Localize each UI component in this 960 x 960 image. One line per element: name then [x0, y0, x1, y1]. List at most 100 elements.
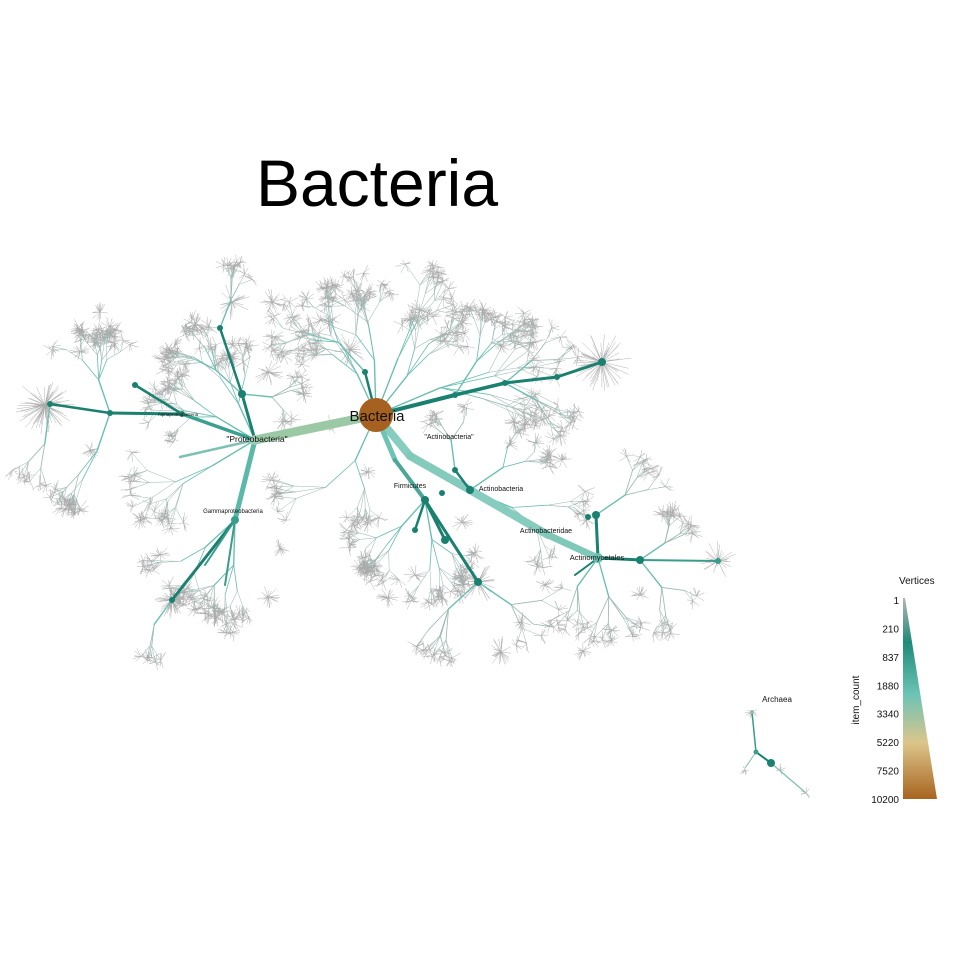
branch-edge: [194, 597, 204, 602]
leaf-edge: [229, 301, 233, 321]
leaf-edge: [279, 547, 284, 555]
leaf-edge: [163, 518, 169, 521]
leaf-edge: [354, 517, 358, 521]
leaf-edge: [499, 342, 509, 346]
leaf-edge: [401, 318, 407, 326]
leaf-edge: [500, 651, 509, 662]
branch-edge: [355, 289, 362, 307]
branch-edge: [271, 478, 295, 487]
leaf-edge: [448, 287, 455, 289]
leaf-edge: [158, 389, 167, 397]
leaf-edge: [666, 503, 674, 513]
leaf-edge: [150, 496, 154, 504]
branch-edge: [189, 590, 199, 597]
leaf-edge: [352, 276, 356, 283]
leaf-edge: [308, 343, 316, 345]
leaf-edge: [62, 503, 69, 508]
leaf-edge: [366, 519, 373, 522]
leaf-edge: [50, 492, 55, 494]
leaf-edge: [140, 512, 146, 519]
leaf-edge: [207, 615, 209, 623]
leaf-edge: [592, 361, 603, 391]
leaf-edge: [129, 344, 139, 348]
leaf-edge: [367, 289, 376, 294]
branch-edge: [411, 311, 420, 327]
leaf-edge: [73, 347, 81, 353]
leaf-edge: [165, 396, 170, 403]
leaf-edge: [221, 265, 225, 269]
leaf-edge: [73, 324, 79, 329]
leaf-edge: [127, 501, 134, 507]
leaf-edge: [494, 344, 501, 348]
leaf-edge: [561, 455, 567, 461]
branch-edge: [229, 590, 238, 607]
leaf-edge: [216, 359, 219, 365]
leaf-edge: [450, 311, 455, 315]
leaf-edge: [446, 334, 457, 336]
leaf-edge: [449, 331, 455, 334]
leaf-edge: [74, 332, 80, 339]
leaf-edge: [36, 387, 46, 406]
leaf-edge: [385, 293, 391, 299]
leaf-edge: [404, 315, 411, 321]
leaf-edge: [381, 588, 389, 599]
branch-edge: [177, 376, 183, 389]
leaf-edge: [153, 565, 158, 571]
leaf-edge: [160, 358, 166, 361]
leaf-edge: [601, 334, 605, 363]
leaf-edge: [454, 311, 461, 321]
leaf-edge: [168, 380, 171, 387]
leaf-edge: [402, 318, 411, 320]
leaf-edge: [152, 383, 156, 390]
leaf-edge: [444, 320, 448, 327]
leaf-edge: [184, 358, 190, 364]
leaf-edge: [411, 305, 414, 313]
leaf-edge: [356, 523, 359, 529]
leaf-edge: [163, 348, 169, 355]
branch-edge: [213, 603, 215, 617]
leaf-edge: [271, 472, 276, 479]
leaf-edge: [161, 527, 171, 531]
leaf-edge: [271, 295, 274, 303]
branch-edge: [93, 340, 98, 356]
leaf-edge: [80, 500, 87, 509]
leaf-edge: [249, 339, 252, 347]
leaf-edge: [455, 330, 458, 336]
branch-edge: [364, 488, 371, 511]
leaf-edge: [454, 311, 461, 317]
leaf-edge: [172, 432, 179, 439]
leaf-edge: [123, 342, 131, 345]
leaf-edge: [385, 290, 389, 296]
leaf-edge: [354, 523, 359, 526]
leaf-edge: [270, 479, 277, 481]
leaf-edge: [164, 369, 172, 376]
branch-edge: [351, 294, 360, 311]
branch-edge: [334, 326, 357, 335]
leaf-edge: [314, 347, 317, 355]
leaf-edge: [88, 449, 91, 458]
branch-edge: [231, 261, 237, 278]
leaf-edge: [289, 321, 292, 331]
leaf-edge: [107, 340, 115, 343]
leaf-edge: [169, 523, 171, 529]
leaf-edge: [166, 353, 169, 359]
leaf-edge: [148, 381, 156, 390]
branch-edge: [165, 402, 178, 405]
leaf-edge: [187, 587, 192, 593]
leaf-edge: [561, 454, 563, 461]
leaf-edge: [198, 328, 204, 336]
branch-edge: [57, 491, 64, 505]
leaf-edge: [315, 354, 317, 360]
leaf-edge: [194, 601, 201, 605]
leaf-edge: [146, 558, 154, 567]
leaf-edge: [264, 586, 269, 598]
leaf-edge: [353, 515, 355, 525]
leaf-edge: [151, 511, 155, 517]
leaf-edge: [144, 513, 148, 519]
leaf-edge: [275, 545, 281, 549]
leaf-edge: [146, 565, 152, 575]
leaf-edge: [139, 570, 150, 573]
branch-edge: [131, 452, 148, 471]
leaf-edge: [499, 344, 505, 353]
branch-edge: [213, 603, 222, 613]
